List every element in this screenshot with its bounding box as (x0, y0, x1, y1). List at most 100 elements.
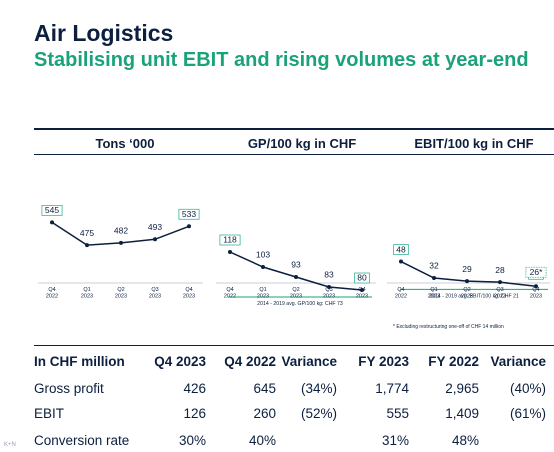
data-label: 475 (80, 228, 94, 238)
x-tick-label: Q4 (185, 287, 192, 293)
annotation-box (525, 266, 547, 278)
table-row: EBIT 126 260 (52%) 555 1,409 (61%) (0, 406, 554, 430)
x-tick-label: Q2 (117, 287, 124, 293)
x-tick-label: 2023 (81, 294, 93, 300)
chart-1-title: Tons ‘000 (95, 136, 155, 151)
x-tick-label: 2023 (461, 294, 473, 300)
table-header-row: In CHF million Q4 2023 Q4 2022 Variance … (0, 354, 554, 378)
data-label: 29 (462, 264, 472, 274)
x-tick-label: 2023 (290, 294, 302, 300)
table-row: Conversion rate 30% 40% 31% 48% (0, 433, 554, 452)
table-cell: EBIT (34, 406, 65, 421)
x-tick-label: Q1 (83, 287, 90, 293)
header-divider-top (34, 128, 554, 130)
data-label: 482 (114, 226, 128, 236)
data-label: 93 (291, 260, 301, 270)
data-point (294, 275, 298, 279)
table-cell: 31% (381, 433, 409, 448)
data-point (465, 279, 469, 284)
table-header-cell: Q4 2022 (224, 354, 276, 369)
x-tick-label: Q4 (532, 287, 539, 293)
table-cell: Gross profit (34, 381, 104, 396)
table-row: Gross profit 426 645 (34%) 1,774 2,965 (… (0, 381, 554, 405)
data-label-box (393, 244, 409, 255)
data-point (498, 280, 502, 285)
data-point (534, 284, 538, 289)
chart-ebit-per-100kg: 2014 - 2019 avg. EBIT/100 kg: CHF 21 48 32… (387, 244, 550, 300)
table-cell: 426 (183, 381, 206, 396)
x-tick-label: 2022 (395, 294, 407, 300)
table-header-cell: FY 2023 (358, 354, 409, 369)
table-cell: (40%) (509, 381, 546, 396)
x-tick-label: 2023 (149, 294, 161, 300)
x-tick-label: Q4 (358, 287, 365, 293)
table-header-cell: Q4 2023 (154, 354, 206, 369)
table-cell: 1,409 (445, 406, 479, 421)
x-tick-label: Q2 (292, 287, 299, 293)
header-divider-bottom (34, 154, 554, 155)
table-header-cell: FY 2022 (428, 354, 479, 369)
x-tick-label: Q4 (226, 287, 233, 293)
x-tick-label: 2023 (356, 294, 368, 300)
x-tick-label: 2023 (257, 294, 269, 300)
data-point (327, 285, 331, 289)
x-tick-label: Q1 (259, 287, 266, 293)
x-tick-label: 2023 (530, 294, 542, 300)
x-tick-label: 2022 (46, 294, 58, 300)
x-tick-label: Q1 (430, 287, 437, 293)
data-point (228, 250, 232, 254)
x-tick-label: 2023 (115, 294, 127, 300)
annotation-label: 26* (530, 267, 543, 277)
chart-3-footnote: * Excluding restructuring one-off of CHF… (393, 324, 504, 330)
data-label: 83 (324, 270, 334, 280)
data-label: 32 (429, 261, 439, 271)
data-point (399, 259, 403, 264)
table-cell: 40% (248, 433, 276, 448)
x-tick-label: 2023 (183, 294, 195, 300)
table-cell: (52%) (300, 406, 337, 421)
data-label: 118 (223, 235, 237, 245)
table-cell: 555 (386, 406, 409, 421)
data-label: 80 (357, 273, 367, 283)
data-point (432, 276, 436, 281)
page-title: Air Logistics (34, 20, 174, 46)
data-point (261, 265, 265, 269)
data-point (119, 240, 123, 245)
data-label: 533 (182, 209, 196, 219)
x-tick-label: 2023 (428, 294, 440, 300)
reference-label: 2014 - 2019 avg. EBIT/100 kg: CHF 21 (429, 293, 519, 299)
table-cell: 126 (183, 406, 206, 421)
chart-2-title: GP/100 kg in CHF (247, 136, 357, 151)
data-point (153, 237, 157, 242)
x-tick-label: Q3 (496, 287, 503, 293)
table-cell: (61%) (509, 406, 546, 421)
table-header-cell: Variance (490, 354, 546, 369)
table-cell: 260 (253, 406, 276, 421)
data-label-box (178, 208, 200, 220)
data-label-box (219, 234, 241, 246)
table-cell: 2,965 (445, 381, 479, 396)
table-cell: Conversion rate (34, 433, 130, 448)
table-cell: 48% (451, 433, 479, 448)
data-label-box (354, 272, 370, 284)
data-point (50, 220, 54, 225)
x-tick-label: Q3 (151, 287, 158, 293)
data-label-box (41, 204, 63, 216)
x-tick-label: 2023 (494, 294, 506, 300)
chart-gp-per-100kg: 2014 - 2019 avg. GP/100 kg: CHF 73 118 103… (216, 234, 376, 307)
table-top-divider (34, 345, 554, 346)
x-tick-label: Q2 (463, 287, 470, 293)
data-point (85, 243, 89, 248)
data-label: 28 (495, 265, 505, 275)
page-subtitle: Stabilising unit EBIT and rising volumes… (34, 49, 529, 71)
table-header-cell: In CHF million (34, 354, 125, 369)
x-tick-label: Q4 (48, 287, 55, 293)
table-header-cell: Variance (281, 354, 337, 369)
chart-3-title: EBIT/100 kg in CHF (414, 136, 534, 151)
data-label: 103 (256, 250, 270, 260)
company-logo: K+N (4, 442, 16, 448)
reference-label: 2014 - 2019 avg. GP/100 kg: CHF 73 (257, 301, 343, 307)
table-cell: 30% (178, 433, 206, 448)
